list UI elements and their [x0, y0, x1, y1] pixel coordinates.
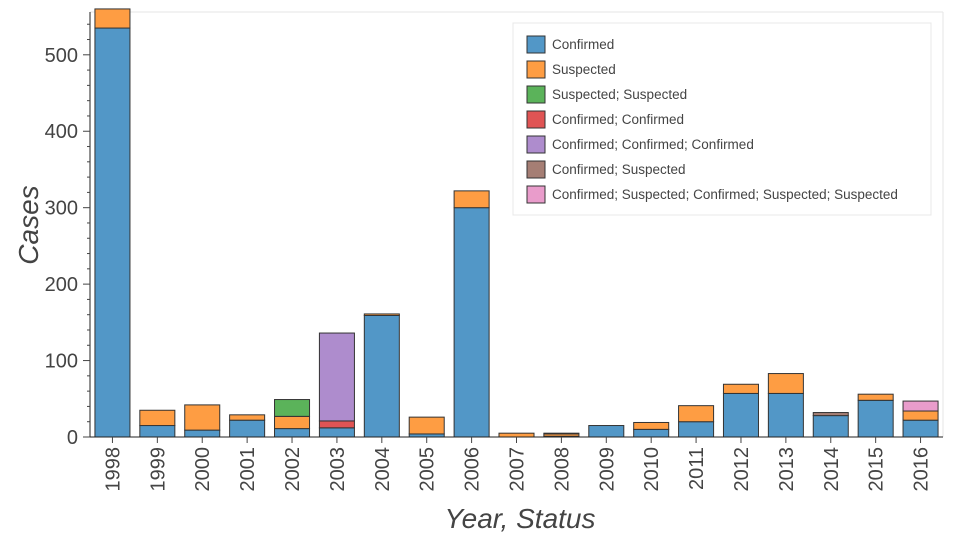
- x-tick-label: 2014: [821, 447, 843, 492]
- legend-label: Confirmed; Suspected; Confirmed; Suspect…: [552, 187, 898, 202]
- x-tick-label: 2004: [372, 447, 394, 492]
- bar-2000-series-0: [184, 429, 221, 438]
- x-tick-label: 2001: [237, 447, 259, 492]
- legend-swatch: [526, 185, 546, 204]
- bar-2012-series-1: [722, 383, 759, 394]
- x-tick-label: 1998: [102, 447, 124, 492]
- legend-label: Confirmed; Confirmed: [552, 112, 684, 127]
- legend-swatch: [526, 60, 546, 79]
- x-tick-label: 2005: [417, 447, 439, 492]
- x-tick-label: 2000: [192, 447, 214, 492]
- bar-2007-series-1: [498, 432, 535, 438]
- x-tick-label: 2007: [507, 447, 529, 492]
- x-axis: 1998 1999 2000 2001 2002 2003 2004 2005 2006 2007…: [90, 436, 943, 492]
- bar-2006-series-0: [453, 207, 490, 438]
- y-tick-label: 0: [67, 427, 78, 449]
- legend-swatch: [526, 110, 546, 129]
- x-tick-label: 2008: [551, 447, 573, 492]
- legend-swatch: [526, 160, 546, 179]
- bar-2002-series-1: [274, 415, 311, 430]
- x-tick-label: 2003: [327, 447, 349, 492]
- bar-2009-series-0: [588, 425, 625, 438]
- bar-1998-series-0: [94, 27, 131, 438]
- bar-2012-series-0: [722, 392, 759, 438]
- bar-2015-series-0: [857, 399, 894, 438]
- bar-2015-series-1: [857, 393, 894, 401]
- x-axis-title: Year, Status: [445, 503, 596, 534]
- bar-2003-series-4: [318, 332, 355, 422]
- plot-frame: [90, 11, 944, 437]
- y-tick-label: 300: [45, 198, 78, 220]
- legend-label: Confirmed: [552, 37, 614, 52]
- bar-2014-series-0: [812, 415, 849, 438]
- bar-2003-series-0: [318, 427, 355, 438]
- x-tick-label: 2012: [731, 447, 753, 492]
- x-tick-label: 2010: [641, 447, 663, 492]
- bar-2016-series-0: [902, 419, 939, 438]
- x-tick-label: 2011: [686, 447, 708, 490]
- y-tick-label: 400: [45, 121, 78, 143]
- legend-label: Confirmed; Confirmed; Confirmed: [552, 137, 754, 152]
- x-tick-label: 2006: [462, 447, 484, 492]
- y-axis-title: Cases: [13, 185, 44, 264]
- x-tick-label: 2002: [282, 447, 304, 492]
- bars-layer: [94, 8, 939, 438]
- bar-2003-series-3: [318, 420, 355, 429]
- bar-2013-series-1: [767, 373, 804, 394]
- legend-swatch: [526, 35, 546, 54]
- bar-2010-series-0: [633, 428, 670, 438]
- bar-2013-series-0: [767, 392, 804, 438]
- legend-label: Confirmed; Suspected: [552, 162, 686, 177]
- bar-2001-series-0: [229, 419, 266, 438]
- y-tick-label: 100: [45, 351, 78, 373]
- legend-label: Suspected; Suspected: [552, 87, 687, 102]
- x-tick-label: 2013: [776, 447, 798, 492]
- bar-2004-series-1: [363, 313, 400, 316]
- bar-1998-series-1: [94, 8, 131, 29]
- bar-2014-series-5: [812, 412, 849, 417]
- legend-label: Suspected: [552, 62, 616, 77]
- bar-2011-series-0: [678, 421, 715, 438]
- bar-1999-series-1: [139, 409, 176, 427]
- x-tick-label: 2016: [911, 447, 933, 492]
- bar-2005-series-1: [408, 416, 445, 435]
- y-axis: 0 100 200 300 400 500: [45, 12, 91, 449]
- bar-2002-series-2: [274, 399, 311, 417]
- bar-2000-series-1: [184, 404, 221, 431]
- bar-2002-series-0: [274, 428, 311, 438]
- legend-swatch: [526, 135, 546, 154]
- bar-2016-series-6: [902, 400, 939, 412]
- legend-box: [512, 22, 932, 216]
- bar-2006-series-1: [453, 190, 490, 209]
- legend-swatch: [526, 85, 546, 104]
- legend: Confirmed Suspected Suspected; Suspected Co…: [512, 22, 932, 216]
- x-tick-label: 2009: [596, 447, 618, 492]
- bar-2004-series-0: [363, 314, 400, 438]
- x-tick-label: 2015: [866, 447, 888, 492]
- x-tick-label: 1999: [147, 447, 169, 492]
- bar-2011-series-1: [678, 405, 715, 423]
- bar-2010-series-1: [633, 421, 670, 430]
- bar-1999-series-0: [139, 425, 176, 438]
- bar-2008-series-5: [543, 432, 580, 435]
- y-tick-label: 500: [45, 45, 78, 67]
- bar-2016-series-1: [902, 410, 939, 421]
- bar-2001-series-1: [229, 414, 266, 421]
- y-tick-label: 200: [45, 274, 78, 296]
